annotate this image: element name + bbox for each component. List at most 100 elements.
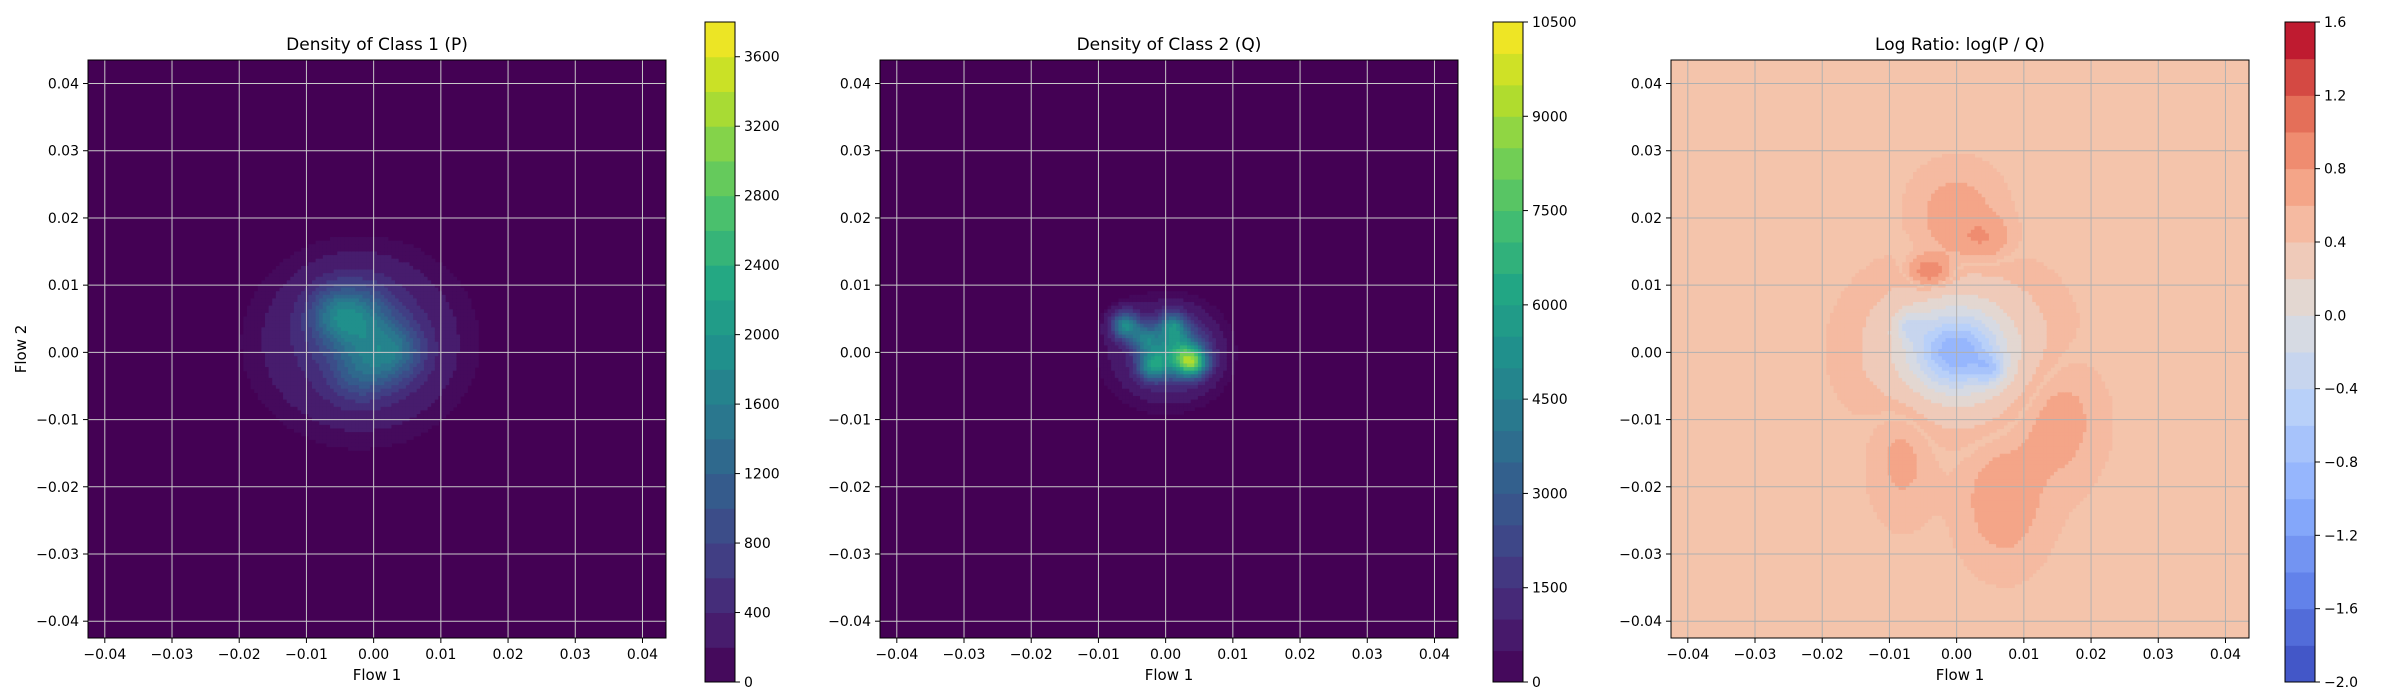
colorbar-segment [1493, 524, 1523, 557]
colorbar-segment [1493, 84, 1523, 117]
colorbar-tick-label: 0 [744, 675, 753, 691]
colorbar-segment [705, 22, 735, 58]
colorbar-tick-label: 0.0 [2324, 308, 2346, 324]
y-tick-label: 0.04 [48, 77, 79, 93]
y-tick-label: 0.02 [1631, 211, 1662, 227]
x-tick-label: 0.02 [1284, 647, 1315, 663]
colorbar-segment [1493, 650, 1523, 683]
colorbar-tick-label: −0.4 [2324, 382, 2358, 398]
x-tick-label: −0.04 [875, 647, 918, 663]
colorbar-segment [2285, 315, 2315, 353]
y-tick-label: −0.02 [828, 480, 871, 496]
colorbar-segment [1493, 587, 1523, 620]
colorbar-segment [2285, 205, 2315, 243]
y-tick-label: −0.03 [828, 547, 871, 563]
y-tick-label: 0.03 [1631, 144, 1662, 160]
y-tick-label: 0.04 [1631, 77, 1662, 93]
y-axis-label: Flow 2 [12, 325, 30, 374]
colorbar-segment [2285, 168, 2315, 206]
x-tick-label: 0.01 [425, 647, 456, 663]
y-tick-label: −0.01 [36, 413, 79, 429]
colorbar-segment [705, 543, 735, 579]
colorbar-segment [2285, 58, 2315, 96]
y-tick-label: −0.03 [36, 547, 79, 563]
colorbar-segment [1493, 304, 1523, 337]
colorbar-tick-label: 3200 [744, 119, 780, 135]
colorbar-tick-label: 9000 [1532, 109, 1568, 125]
colorbar-segment [2285, 608, 2315, 646]
x-tick-label: −0.02 [218, 647, 261, 663]
colorbar-segment [2285, 132, 2315, 170]
colorbar-segment [705, 334, 735, 370]
x-tick-label: 0.00 [358, 647, 389, 663]
colorbar-frame [1492, 21, 1524, 683]
y-tick-label: 0.02 [48, 211, 79, 227]
colorbar-tick-label: 0.4 [2324, 235, 2346, 251]
colorbar-segment [1493, 210, 1523, 243]
x-tick-label: −0.03 [943, 647, 986, 663]
panel-title: Log Ratio: log(P / Q) [1875, 35, 2045, 55]
colorbar: 0 1500 3000 4500 6000 7500 9000 10500 [1492, 15, 1577, 691]
x-tick-label: 0.01 [1217, 647, 1248, 663]
y-tick-label: 0.03 [840, 144, 871, 160]
y-tick-label: −0.02 [36, 480, 79, 496]
y-tick-label: −0.01 [828, 413, 871, 429]
x-tick-label: 0.02 [492, 647, 523, 663]
panel-2: Density of Class 2 (Q) −0.04 −0.03 −0.02 −0.… [828, 15, 1576, 691]
colorbar-segment [705, 369, 735, 405]
colorbar-segment [2285, 22, 2315, 60]
plot-area [88, 60, 666, 638]
y-tick-label: −0.04 [828, 614, 871, 630]
colorbar: −2.0 −1.6 −1.2 −0.8 −0.4 0.0 0.4 0.8 1.2 1.6 [2284, 15, 2358, 691]
colorbar-tick-label: 3000 [1532, 486, 1568, 502]
y-tick-label: 0.00 [48, 345, 79, 361]
colorbar-tick-label: 2400 [744, 258, 780, 274]
colorbar-tick-label: 1.2 [2324, 88, 2346, 104]
colorbar-segment [705, 612, 735, 648]
y-tick-label: 0.03 [48, 144, 79, 160]
colorbar-segment [2285, 572, 2315, 610]
x-tick-label: −0.02 [1801, 647, 1844, 663]
x-tick-label: −0.01 [285, 647, 328, 663]
colorbar-segment [2285, 388, 2315, 426]
colorbar-segment [1493, 179, 1523, 212]
plot-area [1671, 60, 2249, 638]
x-tick-label: 0.04 [1419, 647, 1450, 663]
colorbar-tick-label: 1500 [1532, 581, 1568, 597]
colorbar-tick-label: 400 [744, 606, 771, 622]
colorbar-segment [705, 56, 735, 92]
x-tick-label: 0.01 [2008, 647, 2039, 663]
x-tick-label: 0.03 [1352, 647, 1383, 663]
x-axis-label: Flow 1 [353, 666, 402, 684]
y-tick-label: 0.01 [840, 278, 871, 294]
x-tick-label: −0.04 [83, 647, 126, 663]
colorbar-segment [705, 230, 735, 266]
colorbar-tick-label: −1.2 [2324, 528, 2358, 544]
colorbar-segment [1493, 462, 1523, 494]
colorbar-tick-label: 1600 [744, 397, 780, 413]
y-tick-label: 0.02 [840, 211, 871, 227]
colorbar-segment [705, 91, 735, 127]
colorbar-segment [705, 195, 735, 231]
colorbar-tick-label: 0.8 [2324, 162, 2346, 178]
colorbar-segment [705, 299, 735, 336]
colorbar-segment [705, 160, 735, 197]
x-tick-label: −0.01 [1868, 647, 1911, 663]
y-tick-label: −0.02 [1619, 480, 1662, 496]
colorbar-segment [2285, 462, 2315, 500]
colorbar-segment [2285, 95, 2315, 133]
colorbar-frame [2284, 21, 2316, 683]
x-tick-label: −0.03 [1734, 647, 1777, 663]
colorbar-tick-label: 1.6 [2324, 15, 2346, 31]
colorbar-segment [1493, 367, 1523, 400]
colorbar-segment [705, 265, 735, 301]
x-tick-label: −0.02 [1010, 647, 1053, 663]
colorbar-tick-label: 2000 [744, 328, 780, 344]
colorbar-segment [705, 473, 735, 509]
y-tick-label: −0.04 [1619, 614, 1662, 630]
colorbar-segment [2285, 425, 2315, 463]
colorbar-segment [2285, 352, 2315, 390]
colorbar-tick-label: 800 [744, 536, 771, 552]
colorbar: 0 400 800 1200 1600 2000 2400 2800 3200 3600 [704, 21, 780, 691]
